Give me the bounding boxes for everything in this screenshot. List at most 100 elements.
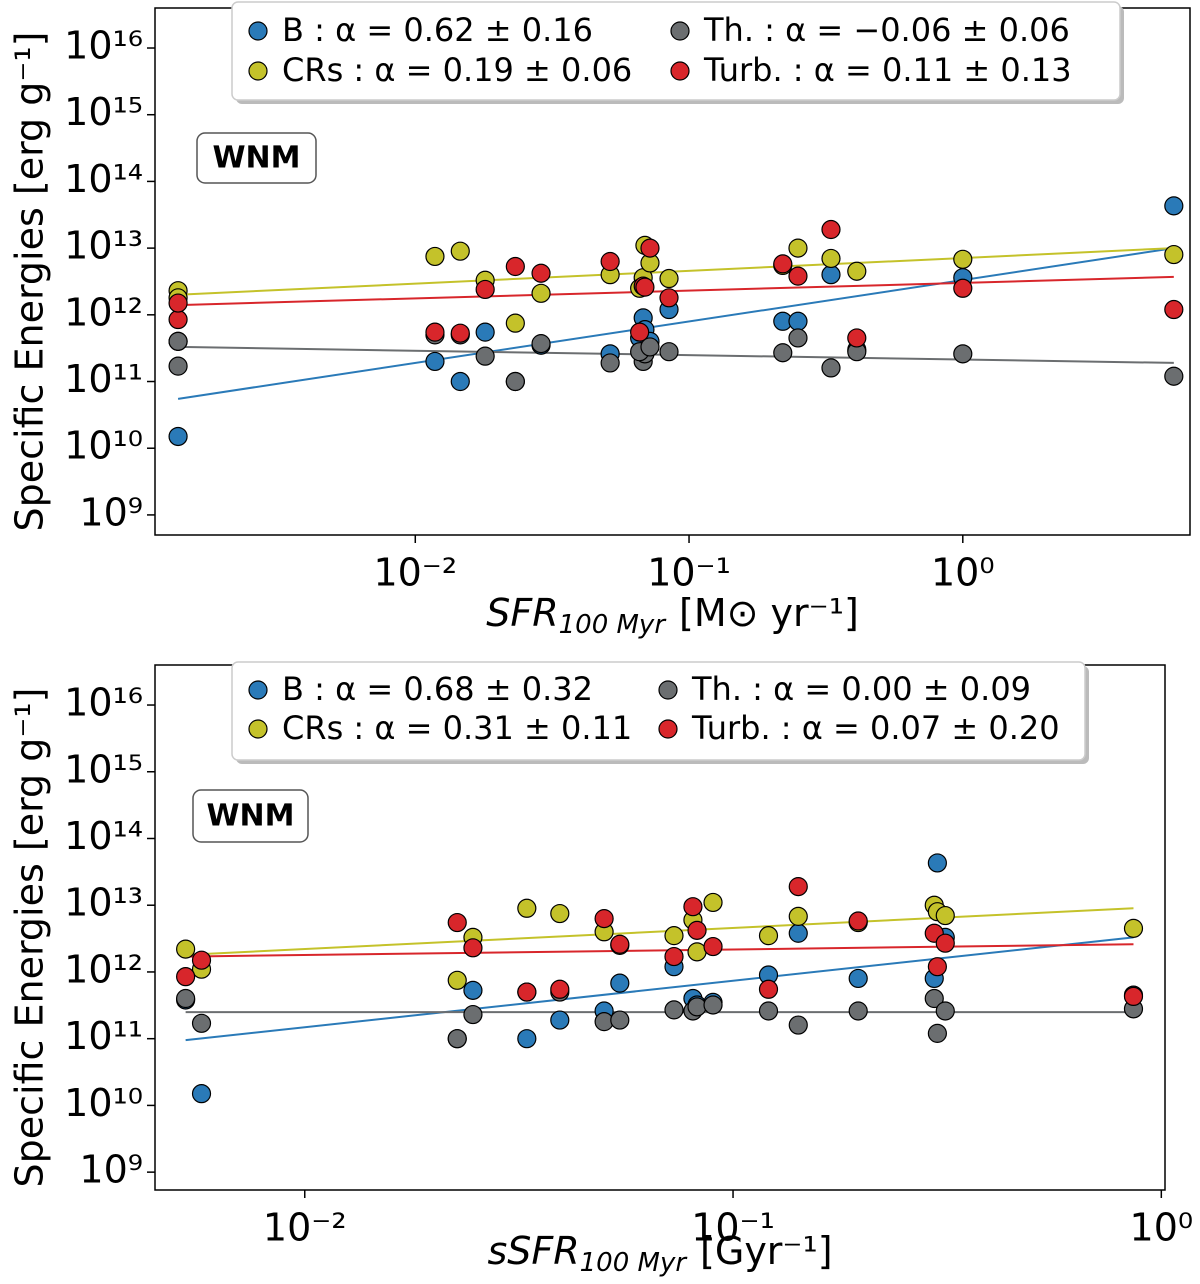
- data-point: [683, 897, 703, 917]
- data-point: [463, 1004, 483, 1025]
- data-point: [935, 905, 955, 926]
- y-tick-label: 10¹³: [64, 881, 143, 925]
- fit-line: [178, 275, 1174, 307]
- data-point: [168, 309, 188, 330]
- data-point: [191, 1084, 212, 1104]
- y-tick-label: 10⁹: [79, 1148, 143, 1192]
- fit-line: [185, 943, 1134, 958]
- x-tick-label: 10⁻²: [373, 551, 457, 595]
- data-point: [191, 950, 212, 970]
- data-point: [600, 251, 620, 272]
- x-label-sub: 100 Myr: [580, 1248, 689, 1278]
- data-point: [703, 936, 723, 957]
- x-tick-label: 10⁰: [931, 551, 995, 595]
- y-tick-label: 10¹⁶: [64, 24, 143, 68]
- data-point: [531, 334, 551, 354]
- legend-box: [231, 661, 1086, 761]
- x-tick-label: 10⁻²: [263, 1206, 347, 1250]
- data-point: [788, 923, 808, 943]
- data-point: [953, 344, 973, 364]
- fit-line: [177, 247, 1174, 400]
- data-point: [664, 1000, 684, 1020]
- x-label-unit: [Gyr⁻¹]: [700, 1229, 833, 1273]
- data-point: [168, 331, 188, 351]
- y-tick-label: 10¹⁰: [64, 1081, 143, 1125]
- data-point: [848, 911, 868, 931]
- data-point: [505, 313, 525, 333]
- data-point: [517, 898, 537, 918]
- legend-marker: [248, 21, 268, 41]
- data-point: [176, 939, 196, 959]
- y-tick-label: 10¹⁴: [64, 157, 143, 201]
- data-point: [659, 342, 679, 362]
- data-point: [758, 979, 779, 999]
- y-tick-label: 10⁹: [79, 490, 143, 534]
- data-point: [447, 912, 467, 933]
- data-point: [447, 1029, 467, 1049]
- data-point: [788, 311, 808, 331]
- data-point: [640, 337, 660, 357]
- data-point: [550, 979, 570, 999]
- data-point: [1164, 244, 1184, 265]
- data-point: [788, 238, 808, 258]
- data-point: [788, 266, 808, 286]
- data-point: [531, 283, 551, 303]
- legend-label: Th. : α = −0.06 ± 0.06: [703, 11, 1070, 49]
- annotation: WNM: [206, 799, 294, 834]
- data-point: [475, 346, 495, 366]
- data-point: [935, 1001, 955, 1021]
- data-point: [550, 1010, 570, 1030]
- data-point: [425, 351, 445, 372]
- data-point: [788, 1015, 808, 1035]
- data-point: [687, 920, 707, 940]
- data-point: [168, 426, 188, 447]
- data-point: [176, 988, 196, 1009]
- y-tick-label: 10¹⁰: [64, 424, 143, 468]
- data-point: [600, 353, 620, 373]
- data-point: [475, 279, 495, 300]
- y-tick-label: 10¹⁵: [64, 90, 143, 134]
- data-point: [640, 238, 660, 258]
- data-point: [788, 906, 808, 926]
- data-point: [475, 322, 495, 342]
- y-axis-label: Specific Energies [erg g⁻¹]: [8, 32, 52, 532]
- legend-marker: [670, 21, 690, 41]
- data-point: [788, 877, 808, 897]
- y-tick-label: 10¹²: [64, 290, 143, 334]
- data-point: [848, 968, 868, 989]
- y-tick-label: 10¹⁴: [64, 814, 143, 858]
- data-point: [505, 256, 525, 277]
- y-tick-label: 10¹⁶: [64, 681, 143, 725]
- data-point: [659, 288, 679, 308]
- x-label-unit: [M⊙ yr⁻¹]: [679, 591, 859, 635]
- y-axis-label: Specific Energies [erg g⁻¹]: [8, 688, 52, 1188]
- legend-marker: [248, 680, 268, 700]
- data-point: [610, 973, 630, 993]
- data-point: [664, 946, 684, 967]
- data-point: [630, 322, 650, 342]
- fit-line: [185, 936, 1134, 1042]
- x-tick-label: 10⁰: [1130, 1206, 1194, 1250]
- x-axis-label: SFR100 Myr [M⊙ yr⁻¹]: [486, 591, 859, 640]
- data-point: [703, 892, 723, 913]
- x-label-main: SFR: [486, 591, 558, 635]
- data-point: [927, 957, 947, 977]
- data-point: [848, 1001, 868, 1021]
- legend-label: B : α = 0.62 ± 0.16: [282, 11, 593, 49]
- data-point: [1123, 986, 1144, 1007]
- data-point: [610, 934, 630, 954]
- data-point: [1164, 299, 1184, 320]
- data-point: [821, 219, 841, 240]
- annotation: WNM: [212, 141, 300, 176]
- legend-marker: [248, 719, 268, 739]
- y-tick-label: 10¹¹: [64, 357, 143, 401]
- data-point: [927, 1023, 947, 1043]
- data-point: [463, 938, 483, 958]
- legend-marker: [658, 680, 678, 700]
- data-point: [447, 970, 467, 990]
- legend-marker: [658, 719, 678, 739]
- data-point: [821, 265, 841, 285]
- data-point: [450, 241, 470, 261]
